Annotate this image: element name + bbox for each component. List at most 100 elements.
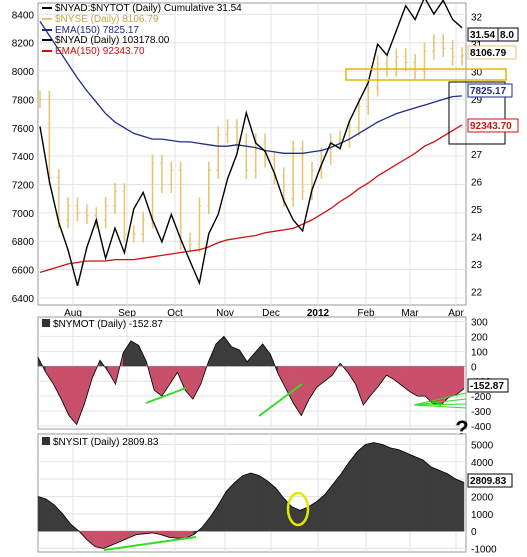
nysit-area-segment <box>390 447 399 532</box>
x-tick-label: Oct <box>167 308 183 319</box>
legend-label: $NYAD:$NYTOT (Daily) Cumulative 31.54 <box>55 3 242 14</box>
value-box-label: 92343.70 <box>470 121 512 132</box>
nymot-y-tick-label: -400 <box>471 422 491 433</box>
series-line-2 <box>39 21 463 154</box>
nymot-title-label: $NYMOT (Daily) -152.87 <box>53 319 163 330</box>
price-x-labels: Aug Sep Oct Nov Dec 2012 Feb Mar Apr <box>64 308 464 319</box>
nysit-area-segment <box>373 442 383 532</box>
nysit-y-tick-label: -1000 <box>471 545 497 556</box>
nysit-area-segment <box>398 449 407 532</box>
nysit-area-segment <box>250 472 260 532</box>
nymot-y-labels: -400-300-200-1000100200300 <box>471 317 491 433</box>
y-right-tick-label: 24 <box>471 232 483 243</box>
nymot-trendline-2 <box>258 383 303 417</box>
value-box-bg <box>467 45 517 60</box>
y-left-tick-label: 7600 <box>12 124 35 135</box>
nymot-fan-1 <box>413 392 467 406</box>
nysit-line <box>37 442 465 549</box>
x-tick-label: Mar <box>401 308 419 319</box>
nymot-y-tick-label: 100 <box>471 347 488 358</box>
price-plot-area <box>37 2 467 306</box>
nymot-title: $NYMOT (Daily) -152.87 <box>42 319 163 330</box>
nymot-y-tick-label: 300 <box>471 317 488 328</box>
nysit-area-segment <box>291 506 301 532</box>
legend-label: EMA(150) 92343.70 <box>55 46 145 57</box>
value-box-label: 8106.79 <box>470 48 507 59</box>
nysit-value-box-label: 2809.83 <box>470 476 507 487</box>
y-left-tick-label: 6600 <box>12 266 35 277</box>
nysit-area-segment <box>447 473 457 532</box>
y-right-tick-label: 27 <box>471 150 483 161</box>
y-right-tick-label: 22 <box>471 287 483 298</box>
nymot-panel: -400-300-200-1000100200300 $NYMOT (Daily… <box>37 316 509 441</box>
y-left-tick-label: 8400 <box>12 10 35 21</box>
nysit-highlight-ellipse <box>286 491 310 527</box>
value-box-label: 31.54 <box>470 30 495 41</box>
nysit-value-box-bg <box>467 473 513 488</box>
legend-label: EMA(150) 7825.17 <box>55 25 139 36</box>
nymot-y-tick-label: -200 <box>471 392 491 403</box>
nysit-area-segment <box>37 496 47 532</box>
highlight-ema-box <box>448 81 506 145</box>
nysit-panel: -1000010002000300040005000 $NYSIT (Daily… <box>37 433 513 556</box>
price-gridlines <box>38 3 466 305</box>
nysit-area-segment <box>381 444 391 532</box>
x-tick-label: Aug <box>64 308 82 319</box>
nysit-area-segment <box>406 452 416 532</box>
nysit-area-segment <box>439 470 448 532</box>
nymot-area-segment <box>417 366 426 397</box>
nymot-y-tick-label: 200 <box>471 332 488 343</box>
nysit-value-box: 2809.83 <box>467 473 513 488</box>
nymot-line <box>37 335 465 426</box>
nysit-area-segment <box>430 466 440 532</box>
nysit-y-tick-label: 0 <box>471 527 477 538</box>
nysit-area-segment <box>234 475 244 532</box>
value-box-bg <box>497 27 519 42</box>
y-left-tick-label: 7800 <box>12 95 35 106</box>
nymot-value-box: -152.87 <box>467 378 509 393</box>
x-tick-label: Nov <box>216 308 234 319</box>
legend-label: $NYSE (Daily) 8106.79 <box>55 14 159 25</box>
x-tick-label: Feb <box>357 308 375 319</box>
y-left-tick-label: 8000 <box>12 67 35 78</box>
y-right-tick-label: 30 <box>471 68 483 79</box>
nymot-area-segment <box>409 366 418 397</box>
value-box-bg <box>467 118 519 133</box>
nysit-y-labels: -1000010002000300040005000 <box>471 440 497 555</box>
nysit-y-tick-label: 2000 <box>471 492 494 503</box>
nymot-fan-2 <box>413 398 467 406</box>
y-left-tick-label: 6400 <box>12 294 35 305</box>
nysit-title: $NYSIT (Daily) 2809.83 <box>42 437 159 448</box>
nymot-fan-4 <box>413 404 467 409</box>
nymot-value-box-bg <box>467 378 509 393</box>
y-left-tick-label: 7400 <box>12 152 35 163</box>
value-box-label: 8.0 <box>500 30 514 41</box>
series-line-0 <box>39 0 463 286</box>
price-y-left-labels: 6400 6600 6800 7000 7200 7400 7600 7800 8000 8200… <box>12 10 35 305</box>
value-box-label: 7825.17 <box>470 86 507 97</box>
nysit-title-label: $NYSIT (Daily) 2809.83 <box>53 437 159 448</box>
nysit-area-segment <box>455 478 465 532</box>
price-series <box>38 0 464 286</box>
y-right-tick-label: 26 <box>471 177 483 188</box>
nysit-area-segment <box>258 475 268 532</box>
nymot-y-tick-label: 0 <box>471 362 477 373</box>
nysit-area-segment <box>177 530 186 539</box>
y-right-tick-label: 29 <box>471 95 483 106</box>
value-box-bg <box>467 83 513 98</box>
nymot-title-swatch <box>42 319 50 327</box>
price-value-boxes: 31.54 8.0 8106.79 7825.17 92343.70 <box>467 27 519 133</box>
nysit-area-segment <box>267 480 276 532</box>
series-line-3 <box>39 124 463 274</box>
nysit-area-segment <box>357 443 366 532</box>
nysit-area-segment <box>349 450 358 532</box>
nymot-area-segment <box>68 366 77 426</box>
nymot-area-segment <box>448 366 457 399</box>
nysit-y-tick-label: 1000 <box>471 510 494 521</box>
nysit-area-segment <box>242 472 252 532</box>
nymot-y-tick-label: -300 <box>471 407 491 418</box>
nymot-trendline-1 <box>145 387 187 404</box>
y-left-tick-label: 7200 <box>12 180 35 191</box>
nysit-area-segment <box>422 459 432 532</box>
